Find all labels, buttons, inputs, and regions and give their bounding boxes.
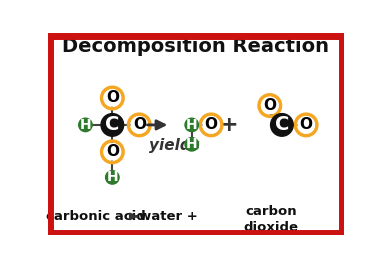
Text: O: O	[106, 90, 119, 106]
Circle shape	[105, 171, 119, 184]
Text: C: C	[275, 115, 289, 134]
Text: Decomposition Reaction: Decomposition Reaction	[62, 37, 329, 56]
Circle shape	[131, 117, 147, 133]
Circle shape	[101, 114, 124, 136]
Circle shape	[104, 144, 120, 160]
Text: O: O	[299, 117, 312, 132]
Text: H: H	[107, 171, 118, 184]
Text: O: O	[205, 117, 218, 132]
Text: carbonic acid: carbonic acid	[46, 210, 146, 223]
Circle shape	[185, 118, 199, 132]
Circle shape	[298, 117, 314, 133]
Text: H: H	[186, 137, 197, 151]
Text: O: O	[106, 144, 119, 159]
Circle shape	[185, 138, 199, 151]
Text: C: C	[105, 115, 120, 134]
Circle shape	[203, 117, 219, 133]
Circle shape	[104, 90, 120, 106]
Text: O: O	[133, 117, 146, 132]
Circle shape	[270, 114, 293, 136]
Text: carbon
dioxide: carbon dioxide	[244, 205, 299, 234]
Text: yields: yields	[149, 138, 199, 153]
Circle shape	[262, 97, 278, 114]
Text: +: +	[220, 115, 239, 135]
Circle shape	[79, 118, 92, 132]
Text: O: O	[263, 98, 276, 113]
Text: water +: water +	[139, 210, 198, 223]
Text: H: H	[79, 118, 91, 132]
Text: H: H	[186, 118, 197, 132]
